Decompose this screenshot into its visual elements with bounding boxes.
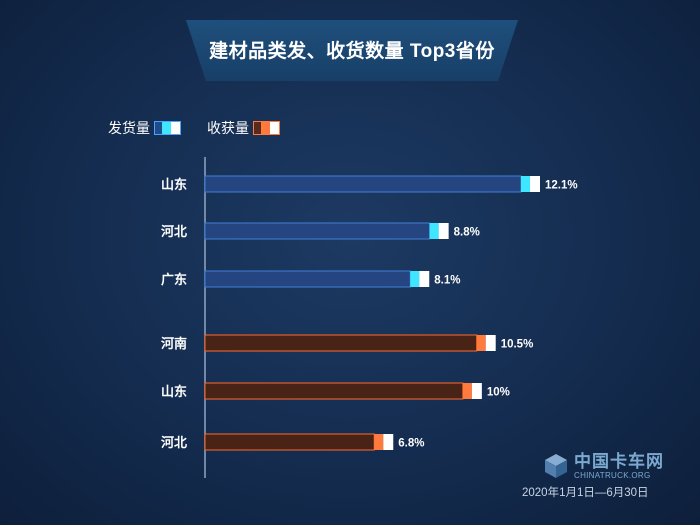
ship-bar-2: [204, 222, 431, 240]
date-range: 2020年1月1日—6月30日: [522, 487, 649, 499]
ship-bar-accent-2: [429, 223, 439, 239]
ship-bar-accent-3: [410, 271, 420, 287]
ship-bar-cap-2: [438, 223, 449, 239]
recv-category-label-1: 河南: [161, 336, 187, 351]
recv-category-label-3: 河北: [161, 435, 187, 450]
legend-swatch-ship: [154, 121, 181, 135]
ship-value-label-1: 12.1%: [545, 180, 578, 192]
recv-bar-cap-2: [471, 383, 482, 399]
recv-bar-1: [204, 334, 478, 352]
ship-category-label-3: 广东: [161, 272, 187, 287]
logo-text: 中国卡车网: [574, 451, 664, 472]
ship-bar-accent-1: [521, 176, 530, 192]
site-logo: 中国卡车网 CHINATRUCK.ORG: [542, 452, 664, 480]
recv-bar-cap-1: [485, 335, 496, 351]
recv-category-label-2: 山东: [161, 384, 187, 399]
recv-value-label-1: 10.5%: [501, 339, 534, 351]
chart-title: 建材品类发、收货数量 Top3省份: [209, 41, 495, 62]
recv-bar-3: [204, 433, 375, 451]
title-banner: 建材品类发、收货数量 Top3省份: [186, 20, 518, 81]
legend-item-recv: 收获量: [207, 118, 280, 138]
recv-bar-cap-3: [383, 434, 394, 450]
legend-label-ship: 发货量: [108, 120, 150, 136]
ship-category-label-1: 山东: [161, 177, 187, 192]
chart-legend: 发货量 收获量: [108, 118, 306, 138]
recv-bar-2: [204, 382, 464, 400]
recv-value-label-3: 6.8%: [398, 438, 424, 450]
ship-category-label-2: 河北: [161, 224, 187, 239]
ship-bar-1: [204, 175, 522, 193]
ship-value-label-3: 8.1%: [434, 275, 460, 287]
legend-swatch-recv: [253, 121, 280, 135]
recv-value-label-2: 10%: [487, 387, 510, 399]
ship-bar-3: [204, 270, 411, 288]
logo-subtext: CHINATRUCK.ORG: [574, 470, 651, 480]
recv-bar-accent-2: [462, 383, 472, 399]
truck-cube-icon: [545, 454, 567, 478]
legend-label-recv: 收获量: [207, 120, 249, 136]
ship-value-label-2: 8.8%: [454, 227, 480, 239]
ship-bar-cap-3: [419, 271, 430, 287]
recv-bar-accent-1: [476, 335, 486, 351]
ship-bar-cap-1: [530, 176, 540, 192]
recv-bar-accent-3: [374, 434, 384, 450]
legend-item-ship: 发货量: [108, 118, 181, 138]
